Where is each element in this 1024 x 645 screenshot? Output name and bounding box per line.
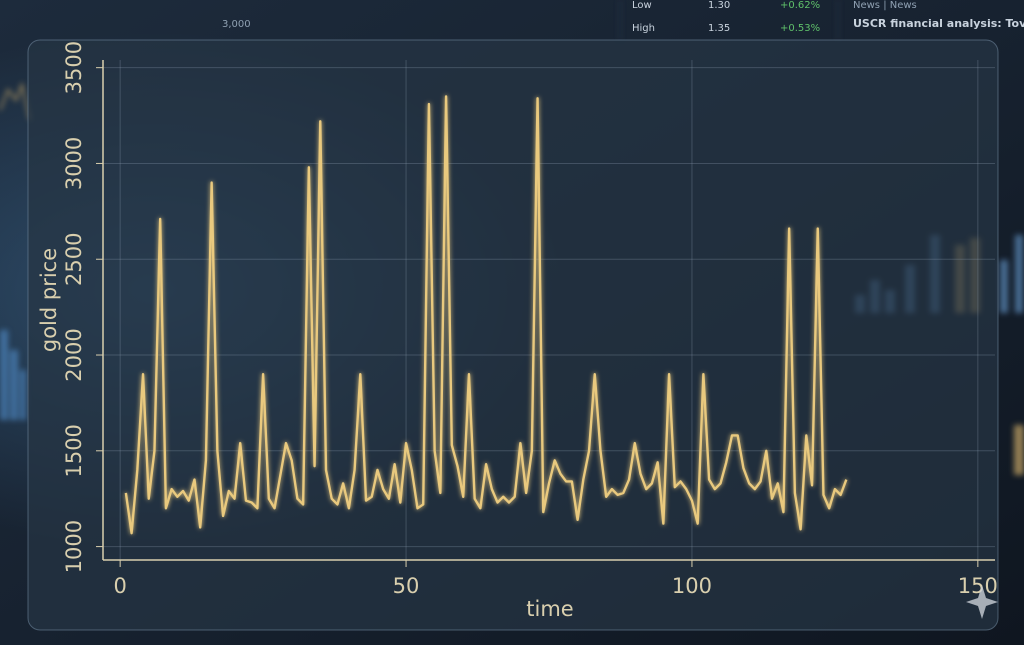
bg-text: +0.62%: [780, 0, 820, 11]
bg-text: High: [632, 23, 655, 34]
y-tick-label: 3500: [62, 41, 86, 94]
bg-text: 3,000: [222, 19, 251, 30]
x-tick-label: 100: [672, 574, 712, 598]
y-tick-label: 1500: [62, 424, 86, 477]
bg-text: 1.30: [708, 0, 730, 11]
y-tick-label: 3000: [62, 137, 86, 190]
sparkle-icon: [966, 585, 998, 619]
bg-text: +0.53%: [780, 23, 820, 34]
y-tick-label: 1000: [62, 520, 86, 573]
bg-text: USCR financial analysis: Tove to: [853, 17, 1024, 30]
chart-panel: [27, 39, 999, 631]
bg-text: 1.35: [708, 23, 730, 34]
x-tick-label: 0: [113, 574, 126, 598]
background-texts: Low 1.30 +0.62% High 1.35 +0.53% News | …: [222, 0, 1024, 34]
x-tick-label: 150: [958, 574, 998, 598]
y-tick-label: 2000: [62, 328, 86, 381]
data-line: [124, 95, 848, 535]
x-axis-label: time: [526, 597, 573, 621]
bg-text: News | News: [853, 0, 917, 11]
x-tick-label: 50: [393, 574, 420, 598]
y-tick-label: 2500: [62, 233, 86, 286]
y-axis-label: gold price: [37, 248, 61, 352]
bg-text: Low: [632, 0, 652, 11]
plot-area: 1000 1500 2000 2500 3000 3500 0 50 100 150: [62, 41, 998, 598]
